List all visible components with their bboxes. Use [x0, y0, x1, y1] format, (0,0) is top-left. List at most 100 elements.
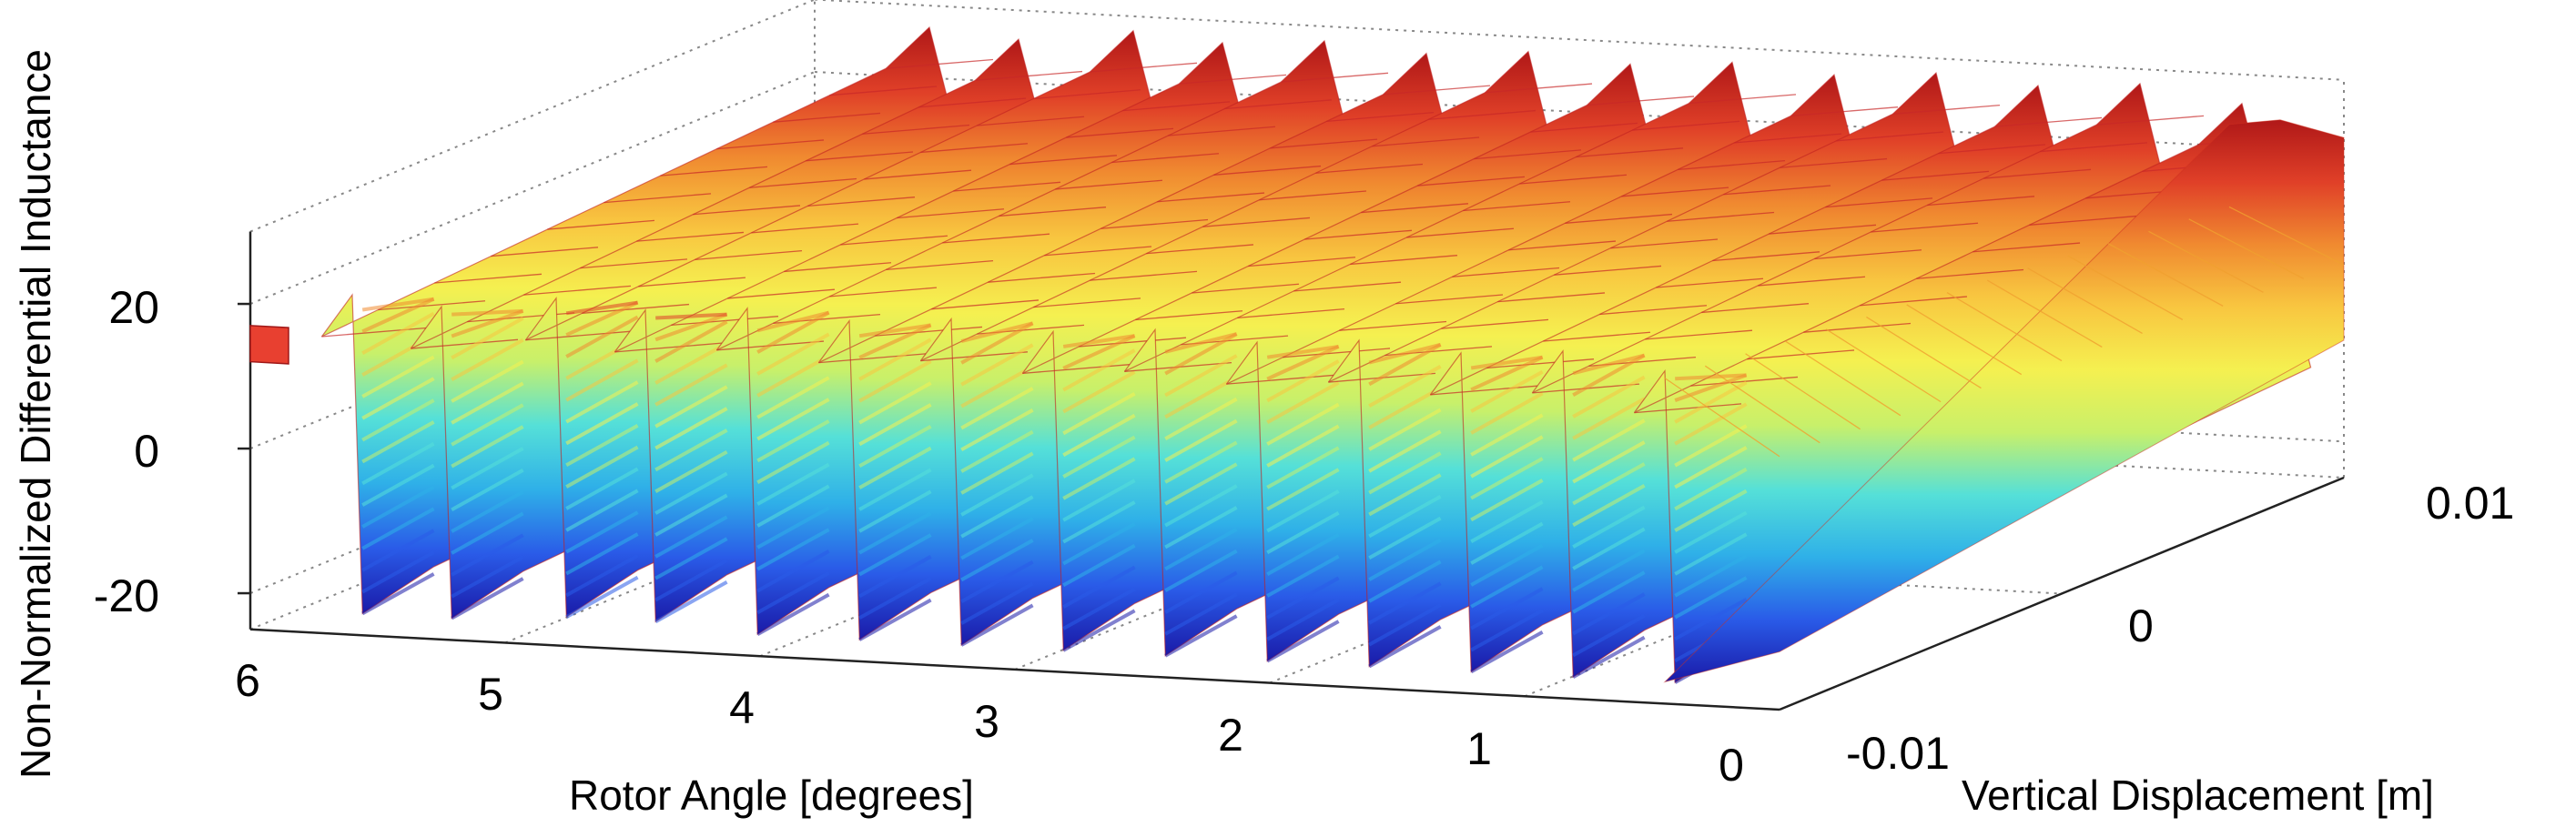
mesh-line — [1576, 147, 1684, 158]
surface-band — [960, 429, 1034, 473]
surface-band — [361, 572, 435, 616]
surface-band — [756, 419, 830, 463]
mesh-line — [1892, 104, 2001, 115]
surface-band — [756, 332, 830, 376]
x-tick-label: 6 — [235, 655, 260, 706]
mesh-line — [1599, 305, 1708, 316]
surface-band — [1266, 345, 1340, 381]
surface-band — [361, 550, 435, 594]
mesh-line — [1690, 376, 1799, 387]
mesh-line — [953, 181, 1061, 192]
mesh-line — [1745, 353, 1861, 430]
surface-band — [1266, 424, 1340, 468]
mesh-line — [523, 285, 632, 296]
mesh-line — [1179, 74, 1287, 85]
surface-band — [1164, 418, 1238, 462]
surface-band — [960, 495, 1034, 539]
surface-band — [1062, 348, 1136, 392]
surface-band — [1368, 495, 1442, 539]
surface-band — [1164, 440, 1238, 484]
surface-band — [960, 408, 1034, 452]
surface-band — [1266, 380, 1340, 425]
surface-band — [1572, 462, 1646, 506]
surface-band — [565, 423, 639, 468]
surface-band — [1674, 554, 1748, 598]
surface-band — [1062, 334, 1136, 370]
surface-band — [858, 489, 932, 533]
mesh-line — [862, 124, 970, 135]
mesh-line — [931, 299, 1040, 310]
surface-band — [361, 297, 435, 334]
mesh-line — [773, 112, 881, 123]
surface-band — [451, 381, 524, 425]
mesh-line — [1293, 281, 1402, 292]
surface-band — [1674, 446, 1748, 489]
surface-band — [1266, 468, 1340, 511]
mesh-line — [751, 223, 859, 234]
surface-band — [361, 398, 435, 442]
surface-band — [756, 398, 830, 441]
mesh-line — [1259, 190, 1367, 201]
surface-band — [1572, 353, 1646, 376]
mesh-line — [1946, 291, 2063, 362]
surface-band — [565, 445, 639, 489]
surface-band — [1062, 479, 1136, 522]
surface-band — [1368, 560, 1442, 603]
surface-band — [1572, 418, 1646, 462]
surface-band — [1062, 392, 1136, 436]
mesh-line — [818, 353, 927, 364]
surface-band — [565, 510, 639, 554]
surface-band — [858, 338, 932, 381]
mesh-line — [1881, 170, 1990, 181]
mesh-line — [1678, 159, 1786, 170]
surface-band — [1062, 522, 1136, 566]
surface-band — [858, 381, 932, 425]
mesh-line — [1712, 251, 1820, 262]
mesh-line — [2027, 267, 2143, 335]
surface-band — [1674, 402, 1748, 446]
mesh-line — [1326, 111, 1435, 123]
mesh-line — [1090, 62, 1198, 73]
x-tick-label: 3 — [974, 696, 999, 747]
mesh-line — [864, 169, 972, 180]
mesh-line — [999, 207, 1107, 217]
surface-band — [1470, 435, 1544, 479]
mesh-line — [1474, 149, 1582, 160]
surface-band — [654, 580, 728, 624]
mesh-line — [1508, 240, 1617, 251]
surface-band — [1062, 370, 1136, 414]
surface-band — [756, 310, 830, 354]
surface-band — [654, 407, 728, 450]
surface-band — [1164, 354, 1238, 398]
surface-band — [565, 300, 638, 316]
mesh-line — [1530, 122, 1638, 133]
mesh-line — [1428, 109, 1536, 120]
surface-band — [1368, 342, 1442, 365]
surface-band — [1572, 592, 1646, 636]
surface-band — [1470, 543, 1544, 587]
mesh-line — [1836, 131, 1944, 142]
surface-band — [361, 311, 435, 355]
mesh-line — [1983, 168, 2092, 179]
surface-band — [1164, 462, 1238, 506]
mesh-line — [1361, 203, 1469, 214]
mesh-line — [1350, 255, 1458, 266]
surface-band — [654, 319, 728, 363]
surface-band — [361, 420, 435, 464]
mesh-line — [975, 70, 1083, 81]
mesh-line — [1441, 318, 1549, 329]
mesh-line — [1213, 165, 1322, 176]
surface-band — [1164, 549, 1238, 592]
mesh-line — [1372, 136, 1480, 147]
mesh-line — [1395, 294, 1504, 305]
surface-band — [654, 537, 728, 580]
surface-band — [756, 550, 830, 593]
mesh-line — [1339, 320, 1447, 331]
surface-band — [960, 321, 1034, 365]
mesh-line — [1927, 196, 2035, 207]
z-axis: 20 0 -20 Non-Normalized Differential Ind… — [12, 49, 159, 779]
mesh-line — [434, 273, 543, 284]
mesh-line — [1973, 242, 2081, 253]
mesh-line — [1645, 329, 1753, 340]
surface-band — [451, 511, 524, 555]
